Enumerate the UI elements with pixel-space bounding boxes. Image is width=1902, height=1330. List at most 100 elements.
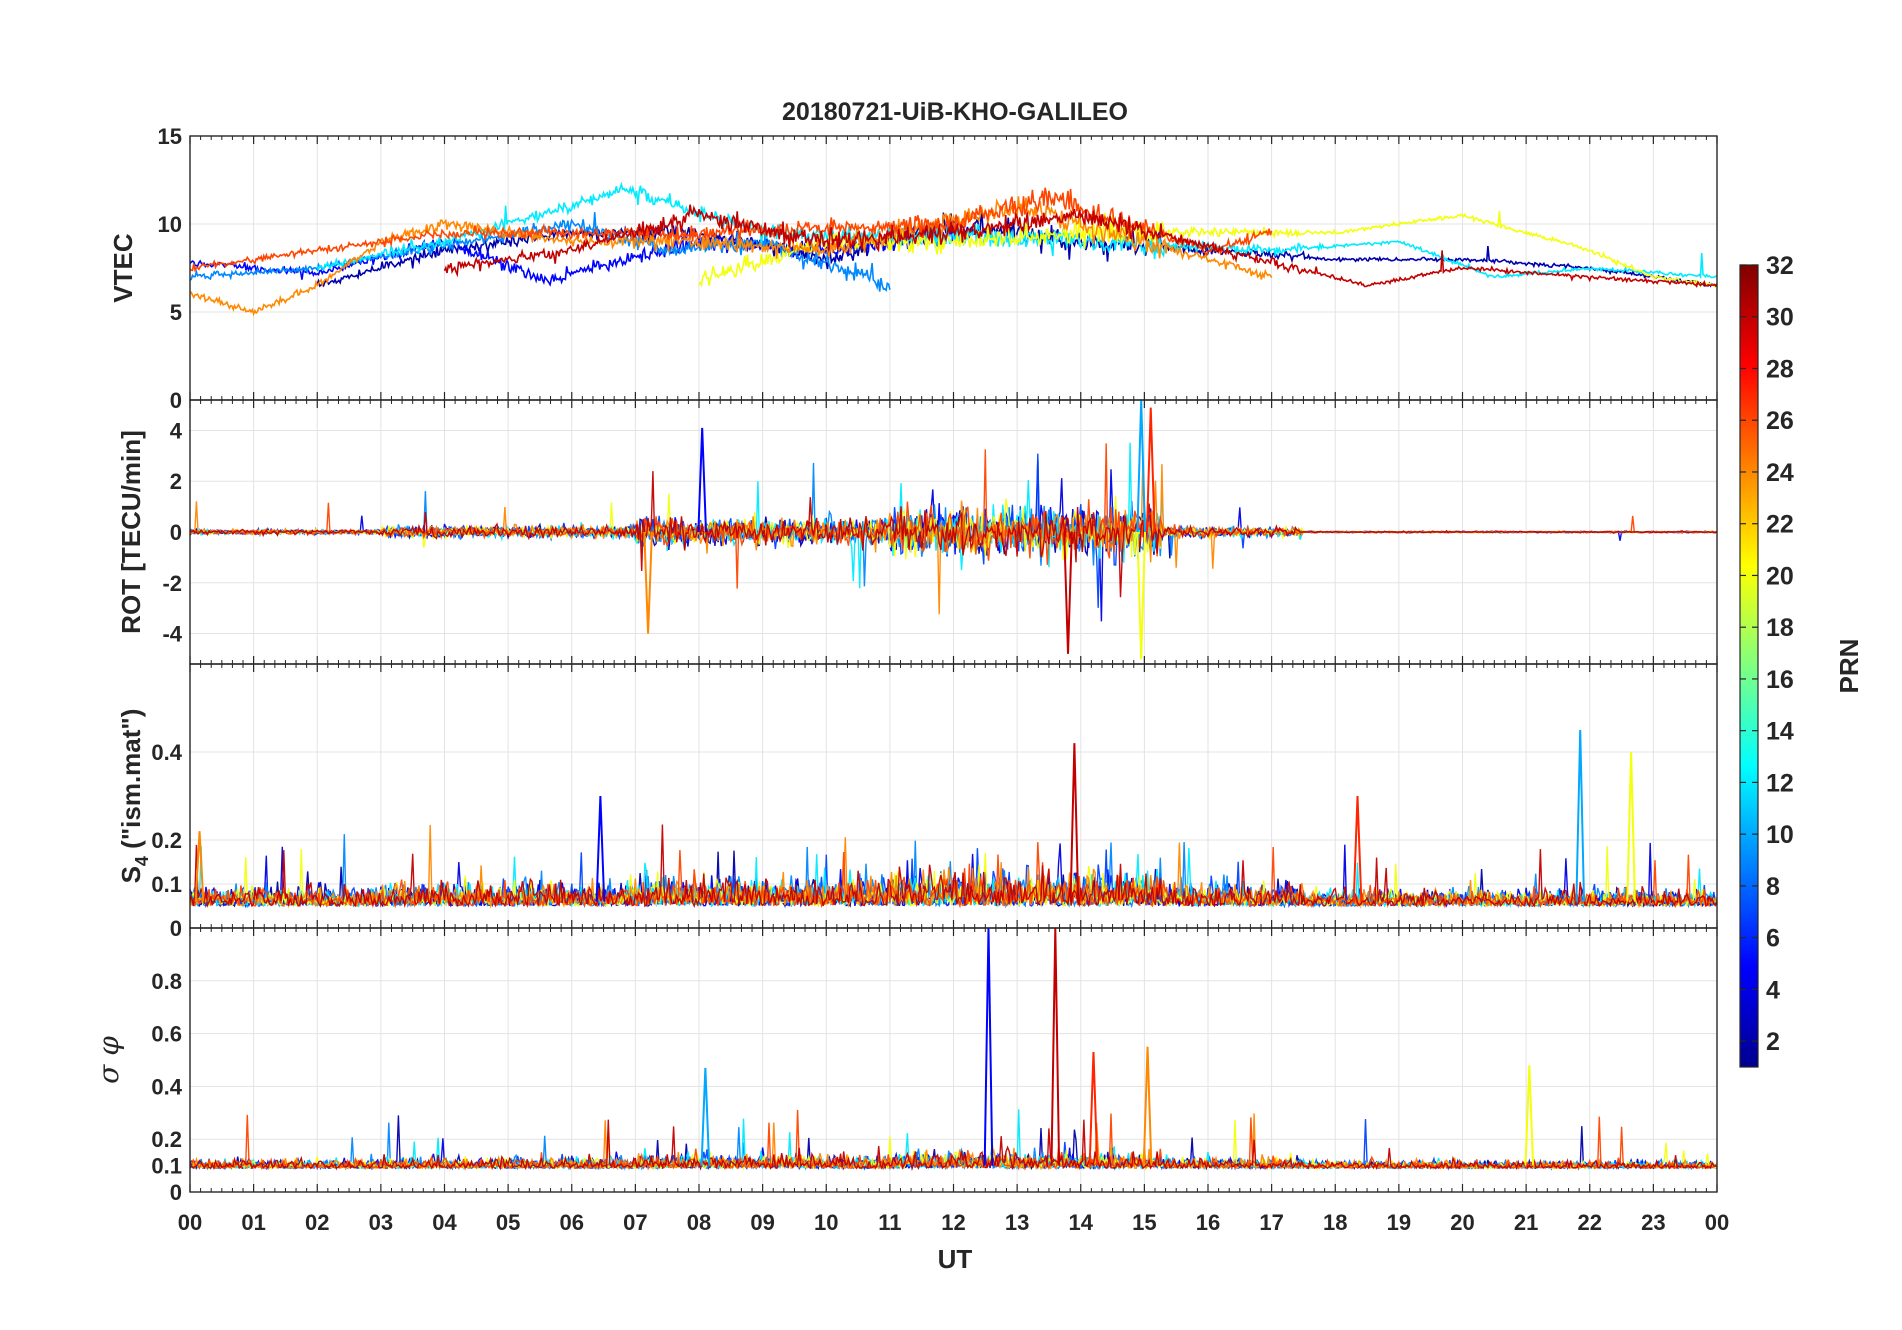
- y-tick-label: 0.1: [151, 872, 182, 897]
- x-axis-label: UT: [938, 1244, 973, 1274]
- trace-prn-30: [189, 471, 1718, 598]
- colorbar-tick-label: 24: [1766, 459, 1794, 487]
- x-tick-label: 23: [1641, 1210, 1665, 1235]
- colorbar-tick-label: 26: [1766, 407, 1794, 435]
- s4-ylabel-sub: 4: [132, 856, 152, 866]
- peak-spike: [595, 795, 606, 902]
- peak-spike: [194, 831, 205, 902]
- x-tick-label: 12: [941, 1210, 965, 1235]
- rot-traces: [189, 399, 1718, 659]
- colorbar-tick-label: 8: [1766, 873, 1780, 901]
- colorbar-frame: [1739, 264, 1759, 1068]
- colorbar-tick-label: 10: [1766, 821, 1794, 849]
- peak-spike: [1142, 1046, 1153, 1166]
- x-tick-label: 00: [1705, 1210, 1729, 1235]
- peak-spike: [1145, 407, 1156, 533]
- y-tick-label: -2: [162, 571, 182, 596]
- y-tick-label: 0.6: [151, 1022, 182, 1047]
- colorbar-tick-label: 20: [1766, 562, 1794, 590]
- chart-title: 20180721-UiB-KHO-GALILEO: [782, 98, 1128, 126]
- trace-prn-26: [189, 842, 1718, 909]
- peak-spike: [697, 427, 707, 533]
- peak-spike: [643, 531, 653, 634]
- y-tick-label: 0.2: [151, 828, 182, 853]
- vtec-trace-prn-30: [443, 204, 1718, 288]
- y-tick-label: 2: [170, 469, 182, 494]
- y-tick-label: 0: [170, 520, 182, 545]
- colorbar-gradient: [1740, 265, 1758, 1067]
- sigma-phi-ylabel: σ φ: [92, 1036, 125, 1084]
- peak-spike: [1352, 795, 1363, 902]
- peak-spike: [1575, 729, 1586, 902]
- x-tick-label: 17: [1259, 1210, 1283, 1235]
- x-tick-label: 00: [178, 1210, 202, 1235]
- x-tick-label: 08: [687, 1210, 711, 1235]
- colorbar-tick-label: 32: [1766, 252, 1794, 280]
- x-tick-labels: 00 01 02 03 04 05 06 07 08 09 10 11 12 13 14 15 16 17 18 19…: [178, 1210, 1729, 1235]
- s4-ylabel-rest: ("ism.mat"): [116, 709, 146, 856]
- x-tick-label: 05: [496, 1210, 520, 1235]
- y-tick-label: 0: [170, 1180, 182, 1205]
- colorbar-tick-label: 12: [1766, 769, 1794, 797]
- colorbar-tick-label: 4: [1766, 976, 1780, 1004]
- x-tick-label: 13: [1005, 1210, 1029, 1235]
- s4-ylabel: S4 ("ism.mat"): [116, 709, 152, 884]
- trace-prn-24: [189, 824, 1718, 909]
- rot-panel: -4 -2 0 2 4 ROT [TECU/min]: [116, 399, 1718, 665]
- sigma-phi-traces: [189, 927, 1718, 1171]
- colorbar-tick-label: 22: [1766, 511, 1794, 539]
- peak-spike: [1136, 531, 1147, 659]
- colorbar-tick-label: 14: [1766, 718, 1794, 746]
- peak-spike: [1088, 1052, 1099, 1166]
- x-tick-label: 15: [1132, 1210, 1156, 1235]
- x-tick-label: 09: [750, 1210, 774, 1235]
- peak-spike: [700, 1067, 711, 1166]
- x-tick-label: 14: [1069, 1210, 1094, 1235]
- vtec-trace-prn-24: [189, 196, 1273, 317]
- peak-spike: [1626, 751, 1636, 902]
- trace-prn-30: [189, 1119, 1718, 1171]
- x-tick-label: 01: [241, 1210, 265, 1235]
- s4-traces: [189, 729, 1718, 909]
- colorbar-label: PRN: [1834, 639, 1864, 694]
- x-tick-label: 07: [623, 1210, 647, 1235]
- x-tick-label: 18: [1323, 1210, 1347, 1235]
- peak-spike: [1069, 743, 1080, 902]
- trace-prn-30: [189, 824, 1718, 909]
- sigma-phi-panel: 00.10.2 0.4 0.6 0.8 σ φ: [92, 927, 1718, 1205]
- y-tick-label: 4: [170, 418, 183, 443]
- peak-spike: [1063, 531, 1073, 654]
- x-tick-label: 02: [305, 1210, 329, 1235]
- y-tick-label: 0.1: [151, 1154, 182, 1179]
- vtec-ylabel: VTEC: [108, 233, 138, 303]
- x-tick-label: 10: [814, 1210, 838, 1235]
- x-tick-label: 03: [369, 1210, 393, 1235]
- x-tick-label: 11: [878, 1210, 901, 1235]
- vtec-panel: 0 5 10 15 VTEC: [108, 124, 1718, 413]
- colorbar-tick-label: 30: [1766, 304, 1794, 332]
- x-tick-label: 20: [1450, 1210, 1474, 1235]
- y-tick-label: 0.4: [151, 740, 182, 765]
- colorbar-tick-label: 2: [1766, 1028, 1780, 1056]
- x-tick-label: 22: [1578, 1210, 1602, 1235]
- peak-spike: [1524, 1065, 1535, 1166]
- y-tick-label: 0.2: [151, 1127, 182, 1152]
- x-tick-label: 19: [1387, 1210, 1411, 1235]
- y-tick-label: -4: [162, 622, 182, 647]
- colorbar-tick-label: 18: [1766, 614, 1794, 642]
- rot-ylabel: ROT [TECU/min]: [116, 430, 146, 634]
- peak-spike: [983, 927, 994, 1166]
- s4-ylabel-main: S: [116, 866, 146, 883]
- vtec-traces: [189, 181, 1718, 317]
- x-tick-label: 06: [560, 1210, 584, 1235]
- colorbar-tick-label: 28: [1766, 355, 1794, 383]
- y-tick-label: 5: [170, 300, 182, 325]
- x-tick-label: 04: [432, 1210, 457, 1235]
- y-tick-label: 0: [170, 916, 182, 941]
- x-tick-label: 21: [1514, 1210, 1538, 1235]
- s4-panel: 0 0.1 0.2 0.4 S4 ("ism.mat"): [116, 663, 1718, 941]
- y-tick-label: 10: [158, 212, 182, 237]
- y-tick-label: 0: [170, 388, 182, 413]
